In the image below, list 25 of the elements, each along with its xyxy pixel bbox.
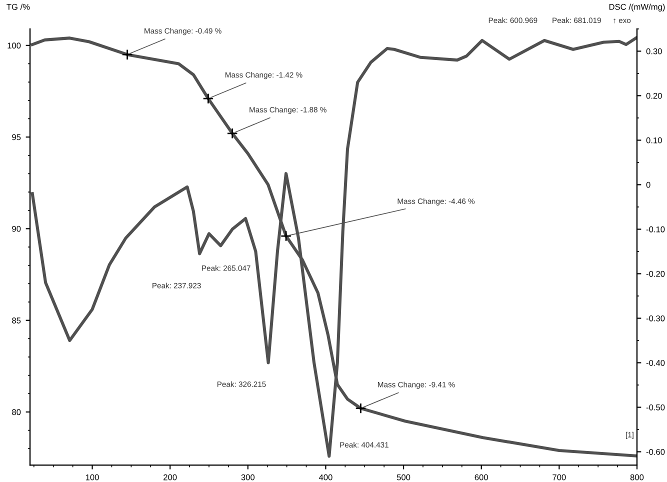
y2-tick-label: -0.50 [646, 404, 665, 410]
y-axis-title: TG /% [6, 4, 30, 10]
y-tick-label: 90 [12, 226, 21, 232]
y-tick-label: 95 [12, 134, 21, 140]
y2-tick-label: -0.30 [646, 315, 665, 322]
y2-tick-label: -0.10 [646, 226, 665, 232]
y-tick-label: 100 [8, 42, 21, 49]
y2-tick-label: 0 [646, 182, 650, 188]
x-tick-label: 100 [86, 474, 99, 480]
y2-tick-label: -0.40 [646, 360, 665, 366]
y2-tick-label: 0.30 [646, 48, 662, 54]
x-tick-label: 600 [474, 474, 488, 480]
y2-axis-title: DSC /(mW/mg) [609, 4, 665, 12]
y-tick-label: 80 [12, 409, 21, 416]
x-tick-label: 200 [164, 474, 177, 480]
x-tick-label: 700 [552, 474, 566, 480]
y-tick-label: 85 [12, 318, 21, 324]
x-tick-label: 500 [396, 474, 410, 480]
y2-tick-label: -0.20 [646, 270, 665, 277]
x-tick-label: 400 [318, 474, 332, 480]
y2-tick-label: 0.10 [646, 137, 662, 144]
x-tick-label: 800 [630, 474, 644, 480]
y2-tick-label: 0.20 [646, 92, 662, 99]
y2-tick-label: -0.60 [646, 448, 665, 455]
x-tick-label: 300 [241, 474, 255, 480]
